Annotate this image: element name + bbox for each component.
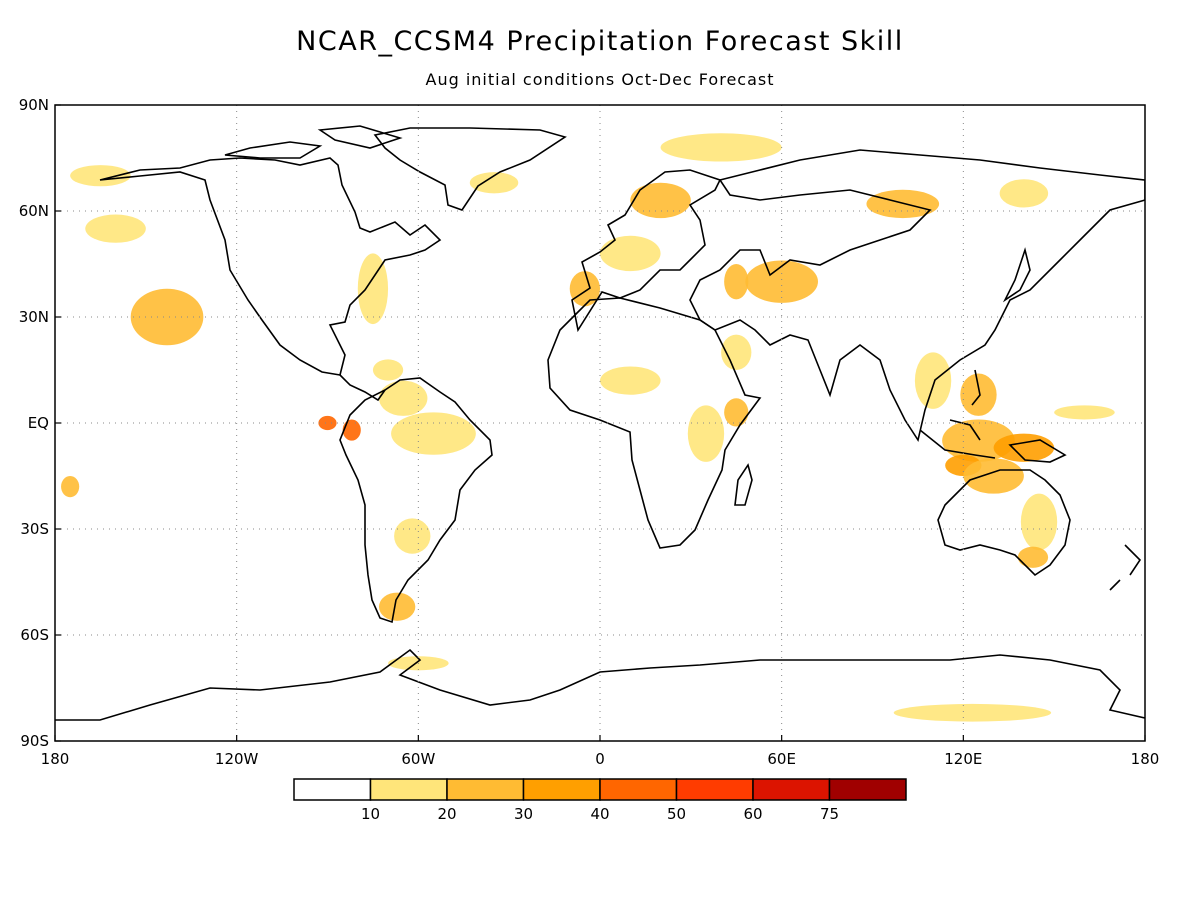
- skill-region-20: [687, 405, 725, 462]
- colorbar-label: 40: [590, 805, 609, 823]
- coastline-africa: [547, 297, 762, 549]
- y-tick-label: 60N: [19, 202, 49, 220]
- skill-shading-layer: [61, 133, 1115, 722]
- colorbar-label: 60: [743, 805, 762, 823]
- colorbar-swatch: [293, 778, 372, 801]
- coastline-greenland: [373, 127, 567, 211]
- graticule: [55, 105, 1145, 741]
- coastline-japan: [1002, 247, 1031, 303]
- coastline-madagascar: [734, 463, 753, 506]
- x-tick-label: 180: [41, 750, 70, 768]
- skill-region-0: [130, 288, 204, 346]
- coastline-new-zealand: [1109, 544, 1142, 591]
- skill-region-8: [378, 380, 428, 416]
- coastline-central-america: [339, 374, 386, 402]
- skill-region-23: [960, 373, 997, 416]
- skill-region-12: [660, 133, 782, 162]
- coastline-layer: [55, 125, 1145, 721]
- colorbar-label: 75: [820, 805, 839, 823]
- coastline-antarctica: [55, 648, 1145, 721]
- colorbar-label: 20: [437, 805, 456, 823]
- y-tick-label: EQ: [28, 414, 49, 432]
- skill-region-28: [1020, 493, 1058, 551]
- skill-region-30: [893, 703, 1052, 722]
- y-tick-label: 90S: [20, 732, 49, 750]
- skill-region-3: [70, 165, 131, 187]
- x-tick-label: 0: [595, 750, 605, 768]
- colorbar-swatch: [446, 778, 525, 801]
- colorbar: 10 20 30 40 50 60 75: [293, 778, 907, 823]
- coastline-north-america: [99, 157, 442, 376]
- chart-title: NCAR_CCSM4 Precipitation Forecast Skill: [296, 26, 904, 57]
- x-tick-label: 60E: [767, 750, 796, 768]
- skill-region-1: [357, 253, 389, 325]
- y-tick-label: 60S: [20, 626, 49, 644]
- skill-region-34: [721, 334, 752, 371]
- x-tick-label: 180: [1131, 750, 1160, 768]
- skill-region-32: [1054, 405, 1115, 420]
- y-tick-label: 30S: [20, 520, 49, 538]
- skill-region-9: [394, 518, 431, 554]
- coastline-south-america: [339, 377, 493, 624]
- skill-region-14: [569, 271, 600, 307]
- skill-region-15: [745, 260, 819, 303]
- skill-region-5: [318, 415, 337, 431]
- coastline-arctic-islands: [224, 125, 403, 159]
- colorbar-swatch: [599, 778, 678, 801]
- skill-region-6: [342, 419, 361, 441]
- skill-region-22: [914, 352, 952, 409]
- x-tick-label: 60W: [401, 750, 435, 768]
- coastline-australia: [937, 469, 1071, 577]
- colorbar-swatch: [828, 778, 907, 801]
- colorbar-swatch: [369, 778, 448, 801]
- skill-region-25: [993, 433, 1055, 462]
- skill-region-33: [61, 476, 80, 498]
- colorbar-label: 30: [514, 805, 533, 823]
- y-tick-label: 90N: [19, 96, 49, 114]
- skill-region-19: [600, 366, 661, 395]
- skill-region-29: [1017, 546, 1049, 568]
- skill-region-16: [724, 264, 749, 300]
- axis-ticks: 180 120W 60W 0 60E 120E 180 90N 60N 30N EQ 30S 60S 90…: [19, 96, 1160, 768]
- chart-subtitle: Aug initial conditions Oct-Dec Forecast: [425, 70, 775, 89]
- skill-region-7: [391, 412, 476, 455]
- x-tick-label: 120E: [944, 750, 982, 768]
- y-tick-label: 30N: [19, 308, 49, 326]
- coastline-maritime: [919, 369, 1067, 463]
- colorbar-label: 50: [667, 805, 686, 823]
- skill-region-21: [724, 398, 749, 427]
- colorbar-label: 10: [361, 805, 380, 823]
- coastline-asia: [689, 149, 1145, 443]
- skill-region-2: [85, 214, 146, 243]
- skill-region-11: [630, 182, 691, 219]
- x-tick-label: 120W: [215, 750, 259, 768]
- colorbar-swatch: [522, 778, 601, 801]
- skill-region-10: [378, 592, 416, 621]
- skill-region-27: [963, 458, 1024, 494]
- skill-region-13: [600, 235, 661, 272]
- skill-region-4: [469, 172, 519, 194]
- skill-region-35: [372, 359, 404, 381]
- colorbar-swatch: [752, 778, 831, 801]
- skill-region-18: [999, 179, 1049, 208]
- colorbar-swatch: [675, 778, 754, 801]
